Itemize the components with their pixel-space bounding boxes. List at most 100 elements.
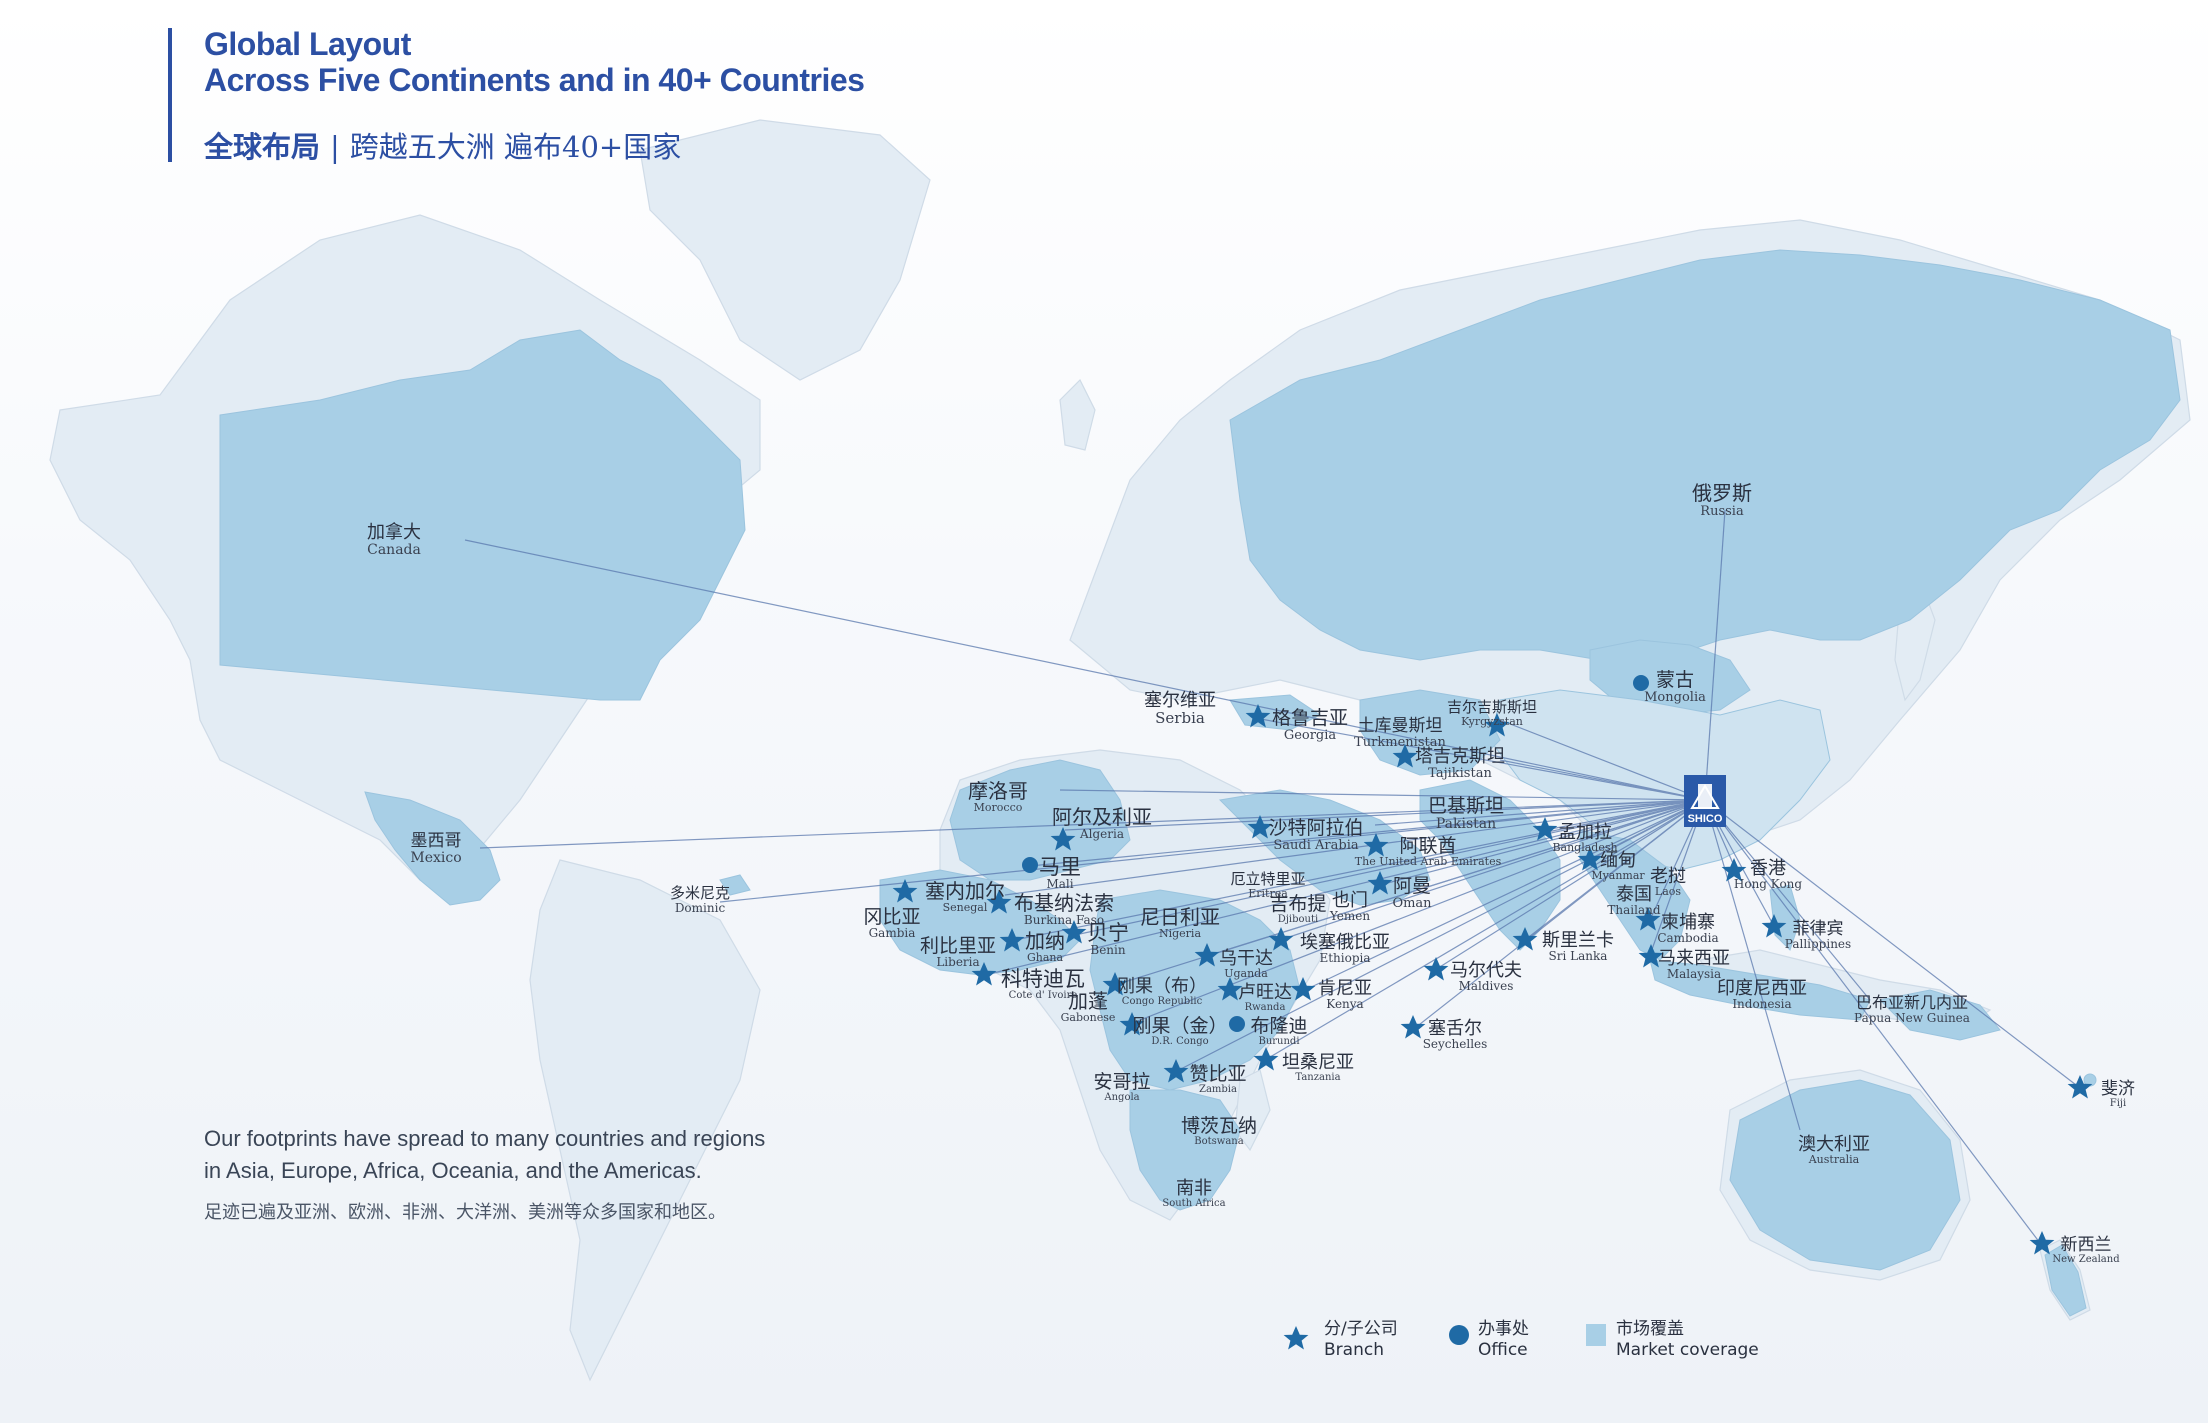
- page-title-zh: 全球布局 | 跨越五大洲 遍布40+国家: [204, 124, 681, 166]
- location-label-zh: 缅甸: [1600, 850, 1636, 871]
- location-label-zh: 塞尔维亚: [1144, 690, 1216, 711]
- location-label-zh: 多米尼克: [670, 884, 730, 902]
- location-label-zh: 埃塞俄比亚: [1300, 932, 1390, 953]
- location-label-en: Eritrea: [1248, 887, 1288, 900]
- map-legend: 分/子公司 Branch 办事处 Office 市场覆盖 Market cove…: [1283, 1319, 1759, 1360]
- location-label-en: Australia: [1808, 1153, 1860, 1166]
- location-label-zh: 澳大利亚: [1798, 1134, 1870, 1155]
- legend-star-icon: [1283, 1326, 1309, 1350]
- description-line1: Our footprints have spread to many count…: [204, 1126, 766, 1151]
- location-label-zh: 斐济: [2101, 1079, 2135, 1099]
- location-label-en: Turkmenistan: [1354, 735, 1446, 750]
- location-label-zh: 巴布亚新几内亚: [1856, 993, 1968, 1012]
- location-markers: [892, 675, 2093, 1255]
- office-dot-icon: [1633, 675, 1649, 691]
- location-label-en: Mongolia: [1644, 690, 1706, 705]
- location-label-zh: 刚果（布）: [1117, 976, 1207, 997]
- location-label-zh: 蒙古: [1656, 669, 1694, 691]
- location-label-en: Nigeria: [1159, 927, 1201, 940]
- location-label-zh: 马尔代夫: [1450, 960, 1522, 981]
- location-label-zh: 肯尼亚: [1318, 978, 1372, 999]
- location-label-zh: 贝宁: [1087, 921, 1129, 945]
- location-label-en: Sri Lanka: [1549, 949, 1608, 963]
- location-label-zh: 沙特阿拉伯: [1268, 817, 1363, 839]
- location-label-en: Pakistan: [1436, 816, 1496, 832]
- location-label-en: Seychelles: [1423, 1037, 1488, 1051]
- location-label-zh: 阿曼: [1393, 875, 1431, 897]
- location-label-zh: 土库曼斯坦: [1358, 716, 1443, 736]
- location-label-en: Fiji: [2110, 1098, 2126, 1109]
- location-label-zh: 马来西亚: [1658, 948, 1730, 969]
- location-label-en: Ghana: [1027, 951, 1064, 964]
- location-label-zh: 巴基斯坦: [1428, 795, 1504, 817]
- location-label-zh: 吉尔吉斯斯坦: [1447, 698, 1537, 716]
- connection-lines: [464, 509, 2081, 1244]
- location-label-en: Papua New Guinea: [1854, 1011, 1970, 1025]
- location-label-en: The United Arab Emirates: [1355, 855, 1502, 868]
- legend-branch-en: Branch: [1324, 1340, 1384, 1360]
- location-label-en: Russia: [1700, 504, 1744, 519]
- location-label-zh: 摩洛哥: [968, 779, 1028, 803]
- shico-logo: SHICO: [1684, 775, 1726, 827]
- location-label-en: Botswana: [1194, 1136, 1243, 1147]
- location-label-en: Malaysia: [1667, 967, 1721, 981]
- location-label-zh: 安哥拉: [1093, 1071, 1150, 1093]
- location-label-en: Mexico: [410, 850, 461, 866]
- location-label-en: Saudi Arabia: [1273, 838, 1358, 853]
- legend-coverage-en: Market coverage: [1616, 1340, 1759, 1360]
- location-label-en: Senegal: [943, 901, 988, 914]
- location-label-zh: 南非: [1176, 1178, 1212, 1199]
- page-title-line2: Across Five Continents and in 40+ Countr…: [204, 62, 865, 98]
- location-label-en: Kenya: [1326, 997, 1363, 1011]
- page-title-zh-rest: 跨越五大洲 遍布40+国家: [349, 130, 682, 164]
- location-label-en: Cote d' Ivoire: [1009, 990, 1078, 1001]
- location-label-en: Oman: [1392, 896, 1432, 911]
- location-label-en: Cambodia: [1657, 931, 1718, 945]
- location-label-zh: 印度尼西亚: [1717, 978, 1807, 999]
- location-label-zh: 泰国: [1616, 884, 1652, 905]
- location-label-en: Gambia: [869, 926, 916, 940]
- location-label-zh: 利比里亚: [920, 935, 996, 957]
- location-label-en: Angola: [1103, 1092, 1139, 1103]
- location-label-en: South Africa: [1162, 1198, 1225, 1209]
- location-label-en: Zambia: [1199, 1084, 1237, 1095]
- location-label-zh: 科特迪瓦: [1001, 967, 1085, 991]
- legend-office-en: Office: [1478, 1340, 1528, 1360]
- location-label-en: Burundi: [1258, 1036, 1299, 1047]
- location-label-zh: 赞比亚: [1189, 1063, 1246, 1085]
- location-label-zh: 阿尔及利亚: [1052, 805, 1152, 829]
- location-label-zh: 马里: [1039, 855, 1081, 879]
- location-label-en: Indonesia: [1732, 997, 1791, 1011]
- page-title-zh-main: 全球布局: [204, 130, 321, 164]
- location-label-zh: 老挝: [1650, 866, 1686, 887]
- location-label-zh: 墨西哥: [411, 831, 462, 851]
- location-label-en: Maldives: [1459, 979, 1514, 993]
- location-label-zh: 厄立特里亚: [1230, 870, 1305, 888]
- location-label-en: Liberia: [936, 955, 979, 969]
- location-label-zh: 吉布提: [1269, 893, 1326, 915]
- location-label-en: Burkina Faso: [1024, 913, 1104, 927]
- location-label-en: Tajikistan: [1428, 766, 1492, 781]
- legend-office-zh: 办事处: [1478, 1319, 1529, 1339]
- location-label-en: Uganda: [1224, 967, 1268, 980]
- logo-text: SHICO: [1688, 813, 1723, 825]
- title-accent-bar: [168, 28, 172, 162]
- location-label-en: Bangladesh: [1552, 841, 1617, 854]
- location-label-zh: 也门: [1332, 890, 1368, 911]
- location-label-zh: 塞内加尔: [925, 879, 1005, 903]
- legend-branch-zh: 分/子公司: [1324, 1319, 1398, 1339]
- location-label-zh: 冈比亚: [863, 906, 920, 928]
- location-label-en: Ethiopia: [1319, 951, 1370, 965]
- location-label-zh: 布隆迪: [1250, 1015, 1307, 1037]
- location-label-en: New Zealand: [2052, 1254, 2120, 1265]
- location-label-zh: 塞舌尔: [1428, 1018, 1482, 1039]
- location-label-zh: 阿联酋: [1399, 835, 1456, 857]
- description-line3: 足迹已遍及亚洲、欧洲、非洲、大洋洲、美洲等众多国家和地区。: [204, 1202, 726, 1222]
- legend-coverage-zh: 市场覆盖: [1616, 1319, 1684, 1339]
- page-title-zh-sep: |: [330, 130, 340, 164]
- location-label-en: Pallippines: [1785, 937, 1851, 951]
- location-label-en: Hong Kong: [1734, 877, 1803, 891]
- location-label-en: Congo Republic: [1122, 996, 1203, 1007]
- location-label-zh: 卢旺达: [1238, 982, 1292, 1003]
